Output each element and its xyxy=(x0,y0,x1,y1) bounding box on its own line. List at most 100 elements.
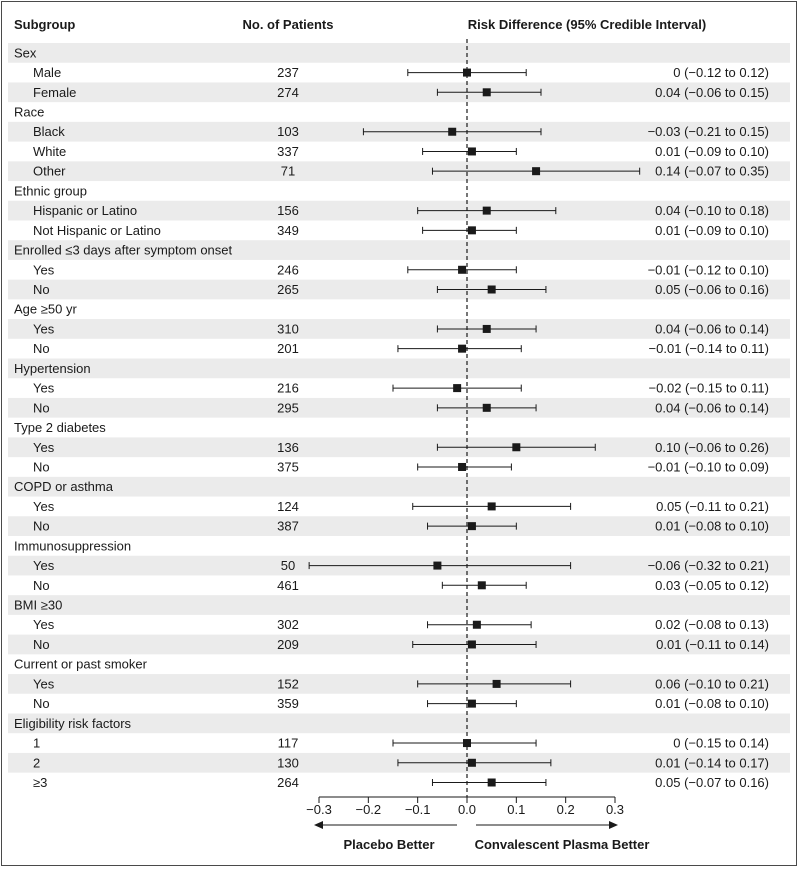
point-estimate xyxy=(492,679,501,688)
point-estimate xyxy=(467,640,476,649)
subgroup-label: No xyxy=(33,578,50,593)
point-estimate xyxy=(482,324,491,333)
point-estimate xyxy=(482,88,491,97)
subgroup-label: White xyxy=(33,144,66,159)
patient-count: 136 xyxy=(277,440,299,455)
point-estimate xyxy=(472,620,481,629)
subgroup-label: No xyxy=(33,400,50,415)
patient-count: 246 xyxy=(277,262,299,277)
risk-difference-text: 0.02 (−0.08 to 0.13) xyxy=(655,617,769,632)
point-estimate xyxy=(487,285,496,294)
group-label: Ethnic group xyxy=(14,183,87,198)
direction-label-plasma: Convalescent Plasma Better xyxy=(475,837,650,852)
row-stripe xyxy=(8,358,790,379)
risk-difference-text: 0.03 (−0.05 to 0.12) xyxy=(655,578,769,593)
subgroup-label: Hispanic or Latino xyxy=(33,203,137,218)
patient-count: 156 xyxy=(277,203,299,218)
patient-count: 71 xyxy=(281,164,295,179)
row-stripe xyxy=(8,240,790,260)
row-stripe xyxy=(8,634,790,655)
risk-difference-text: 0.05 (−0.07 to 0.16) xyxy=(655,775,769,790)
x-tick-label: 0.2 xyxy=(557,802,575,817)
row-stripe xyxy=(8,437,790,458)
risk-difference-text: 0.06 (−0.10 to 0.21) xyxy=(655,676,769,691)
subgroup-label: No xyxy=(33,519,50,534)
subgroup-label: ≥3 xyxy=(33,775,47,790)
patient-count: 124 xyxy=(277,499,299,514)
group-label: Current or past smoker xyxy=(14,657,148,672)
subgroup-label: No xyxy=(33,459,50,474)
subgroup-label: No xyxy=(33,341,50,356)
subgroup-label: Black xyxy=(33,124,65,139)
patient-count: 264 xyxy=(277,775,299,790)
subgroup-label: Yes xyxy=(33,558,55,573)
patient-count: 375 xyxy=(277,459,299,474)
point-estimate xyxy=(458,462,467,471)
patient-count: 310 xyxy=(277,321,299,336)
point-estimate xyxy=(487,502,496,511)
row-stripe xyxy=(8,161,790,182)
patient-count: 50 xyxy=(281,558,295,573)
row-stripe xyxy=(8,516,790,536)
subgroup-label: Male xyxy=(33,65,61,80)
point-estimate xyxy=(467,522,476,531)
group-label: Race xyxy=(14,105,44,120)
row-stripe xyxy=(8,82,790,103)
group-label: Age ≥50 yr xyxy=(14,302,77,317)
risk-difference-text: 0.04 (−0.06 to 0.15) xyxy=(655,85,769,100)
risk-difference-text: −0.01 (−0.10 to 0.09) xyxy=(648,459,769,474)
row-stripe xyxy=(8,43,790,63)
point-estimate xyxy=(482,403,491,412)
point-estimate xyxy=(482,206,491,215)
point-estimate xyxy=(532,167,541,176)
patient-count: 461 xyxy=(277,578,299,593)
row-stripe xyxy=(8,279,790,300)
patient-count: 103 xyxy=(277,124,299,139)
point-estimate xyxy=(467,226,476,235)
risk-difference-text: 0.05 (−0.11 to 0.21) xyxy=(656,499,769,514)
patient-count: 265 xyxy=(277,282,299,297)
row-stripe xyxy=(8,397,790,418)
subgroup-label: 1 xyxy=(33,736,40,751)
point-estimate xyxy=(467,699,476,708)
risk-difference-text: 0.14 (−0.07 to 0.35) xyxy=(655,164,769,179)
risk-difference-text: 0.01 (−0.08 to 0.10) xyxy=(655,519,769,534)
header-patients: No. of Patients xyxy=(242,17,333,32)
patient-count: 387 xyxy=(277,519,299,534)
patient-count: 209 xyxy=(277,637,299,652)
direction-label-placebo: Placebo Better xyxy=(343,837,434,852)
subgroup-label: Yes xyxy=(33,262,55,277)
x-tick-label: −0.3 xyxy=(306,802,332,817)
subgroup-label: No xyxy=(33,696,50,711)
subgroup-label: Not Hispanic or Latino xyxy=(33,223,161,238)
group-label: Type 2 diabetes xyxy=(14,420,106,435)
patient-count: 359 xyxy=(277,696,299,711)
risk-difference-text: 0.10 (−0.06 to 0.26) xyxy=(655,440,769,455)
risk-difference-text: 0.04 (−0.10 to 0.18) xyxy=(655,203,769,218)
risk-difference-text: −0.01 (−0.12 to 0.10) xyxy=(648,262,769,277)
point-estimate xyxy=(467,147,476,156)
subgroup-label: Yes xyxy=(33,617,55,632)
point-estimate xyxy=(463,68,471,77)
x-tick-label: −0.2 xyxy=(355,802,381,817)
point-estimate xyxy=(487,778,496,787)
risk-difference-text: −0.03 (−0.21 to 0.15) xyxy=(648,124,769,139)
group-label: COPD or asthma xyxy=(14,479,114,494)
group-label: Immunosuppression xyxy=(14,538,131,553)
patient-count: 337 xyxy=(277,144,299,159)
row-stripe xyxy=(8,595,790,615)
risk-difference-text: −0.06 (−0.32 to 0.21) xyxy=(648,558,769,573)
risk-difference-text: 0.04 (−0.06 to 0.14) xyxy=(655,400,769,415)
risk-difference-text: 0.01 (−0.09 to 0.10) xyxy=(655,223,769,238)
placebo-arrow-head xyxy=(314,821,323,829)
group-label: Enrolled ≤3 days after symptom onset xyxy=(14,243,233,258)
patient-count: 130 xyxy=(277,755,299,770)
row-stripe xyxy=(8,476,790,497)
patient-count: 237 xyxy=(277,65,299,80)
patient-count: 349 xyxy=(277,223,299,238)
point-estimate xyxy=(458,344,467,353)
point-estimate xyxy=(512,443,521,452)
risk-difference-text: 0 (−0.12 to 0.12) xyxy=(673,65,769,80)
subgroup-label: No xyxy=(33,282,50,297)
